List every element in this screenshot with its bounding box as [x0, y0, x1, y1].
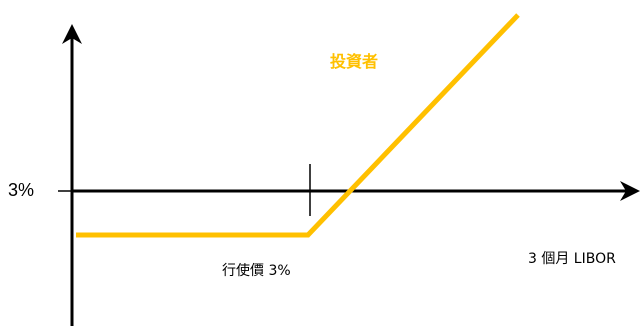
x-axis-arrowhead	[620, 181, 640, 201]
y-marker-label: 3%	[8, 180, 35, 200]
y-axis-arrowhead	[62, 24, 82, 44]
series-label-investor: 投資者	[330, 52, 379, 71]
x-axis-label: 3 個月 LIBOR	[528, 251, 616, 267]
investor-payoff-line	[76, 13, 520, 238]
strike-label: 行使價 3%	[222, 263, 291, 279]
